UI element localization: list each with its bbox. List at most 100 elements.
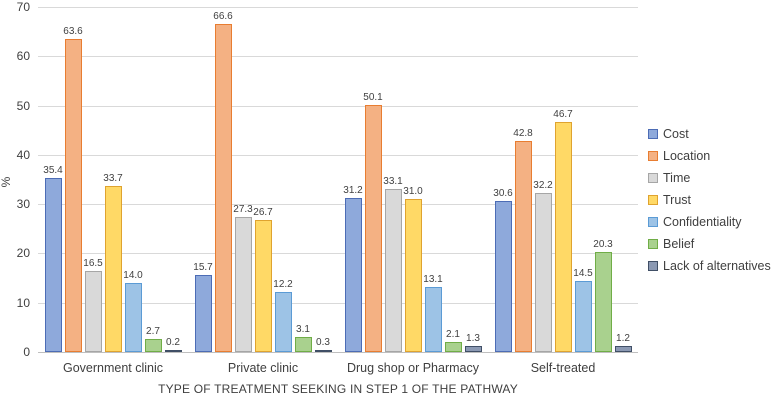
bar-location-4 <box>514 141 532 352</box>
value-label: 1.3 <box>466 332 480 344</box>
bar-belief-4 <box>594 251 612 352</box>
y-tick-label-70: 70 <box>16 0 30 14</box>
legend-label: Belief <box>663 237 695 251</box>
bar-belief-2 <box>294 336 312 352</box>
bar-trust-2 <box>254 220 272 352</box>
bar-lack-of-alternatives-4 <box>614 346 632 352</box>
value-label: 66.6 <box>213 10 233 22</box>
y-tick-label-0: 0 <box>23 345 30 359</box>
gridline-10 <box>38 302 638 304</box>
legend-swatch-icon <box>648 151 658 161</box>
legend-item-location: Location <box>648 145 771 167</box>
bar-location-2 <box>214 23 232 352</box>
bar-belief-1 <box>144 338 162 352</box>
bar-trust-1 <box>104 185 122 352</box>
y-tick-label-30: 30 <box>16 197 30 212</box>
bar-location-3 <box>364 105 382 352</box>
legend-item-trust: Trust <box>648 189 771 211</box>
bar-cost-1 <box>44 177 62 352</box>
bar-belief-3 <box>444 341 462 352</box>
legend-swatch-icon <box>648 129 658 139</box>
value-label: 12.2 <box>273 278 293 290</box>
gridline-50 <box>38 105 638 107</box>
legend-label: Location <box>663 149 711 163</box>
value-label: 14.5 <box>573 267 593 279</box>
value-label: 1.2 <box>616 333 630 345</box>
legend-label: Cost <box>663 127 689 141</box>
bar-lack-of-alternatives-1 <box>164 350 182 352</box>
bar-time-3 <box>384 188 402 352</box>
value-label: 16.5 <box>83 257 103 269</box>
bar-cost-3 <box>344 198 362 352</box>
y-tick-label-60: 60 <box>16 49 30 64</box>
bar-cost-4 <box>494 201 512 352</box>
x-axis-title: TYPE OF TREATMENT SEEKING IN STEP 1 OF T… <box>158 382 518 396</box>
bar-confidentiality-2 <box>274 291 292 352</box>
legend-item-lack-of-alternatives: Lack of alternatives <box>648 255 771 277</box>
value-label: 13.1 <box>423 274 443 286</box>
x-axis-line <box>38 352 638 353</box>
y-tick-label-50: 50 <box>16 98 30 113</box>
bar-time-4 <box>534 193 552 352</box>
value-label: 14.0 <box>123 270 143 281</box>
value-label: 0.3 <box>316 337 330 348</box>
bar-location-1 <box>64 38 82 352</box>
value-label: 31.2 <box>343 185 363 197</box>
legend-swatch-icon <box>648 217 658 227</box>
value-label: 0.2 <box>166 337 180 348</box>
legend: Cost Location Time Trust Confidentiality Beli… <box>648 123 771 277</box>
gridline-30 <box>38 204 638 206</box>
gridline-40 <box>38 154 638 156</box>
gridline-60 <box>38 56 638 58</box>
value-label: 46.7 <box>553 108 573 120</box>
legend-item-belief: Belief <box>648 233 771 255</box>
legend-label: Confidentiality <box>663 215 742 229</box>
value-label: 30.6 <box>493 188 513 200</box>
legend-item-confidentiality: Confidentiality <box>648 211 771 233</box>
bar-time-1 <box>84 270 102 352</box>
y-tick-label-10: 10 <box>16 295 30 310</box>
bar-confidentiality-3 <box>424 287 442 352</box>
bar-cost-2 <box>194 274 212 352</box>
value-label: 35.4 <box>43 164 63 176</box>
bar-confidentiality-4 <box>574 280 592 352</box>
category-label-3: Drug shop or Pharmacy <box>346 361 480 375</box>
bar-time-2 <box>234 217 252 352</box>
value-label: 27.3 <box>233 204 253 216</box>
value-label: 33.1 <box>383 175 403 187</box>
legend-label: Trust <box>663 193 692 207</box>
value-label: 3.1 <box>296 323 310 335</box>
category-label-4: Self-treated <box>530 361 596 375</box>
bar-lack-of-alternatives-2 <box>314 350 332 352</box>
value-label: 63.6 <box>63 25 83 37</box>
bar-trust-4 <box>554 121 572 352</box>
value-label: 33.7 <box>103 172 123 184</box>
value-label: 50.1 <box>363 92 383 104</box>
value-label: 15.7 <box>193 261 213 273</box>
value-label: 2.1 <box>446 328 460 340</box>
legend-label: Time <box>663 171 691 185</box>
legend-item-time: Time <box>648 167 771 189</box>
plot-area: 35.4 63.6 16.5 33.7 14.0 2.7 0.2 15.7 66.6 27.3 26… <box>38 7 638 353</box>
legend-label: Lack of alternatives <box>663 259 771 273</box>
bar-trust-3 <box>404 199 422 352</box>
gridline-20 <box>38 253 638 255</box>
value-label: 20.3 <box>593 238 613 250</box>
legend-swatch-icon <box>648 239 658 249</box>
legend-swatch-icon <box>648 261 658 271</box>
bar-lack-of-alternatives-3 <box>464 345 482 352</box>
value-label: 32.2 <box>533 180 553 192</box>
legend-item-cost: Cost <box>648 123 771 145</box>
value-label: 31.0 <box>403 186 423 198</box>
gridline-70 <box>38 7 638 8</box>
y-tick-label-40: 40 <box>16 147 30 162</box>
value-label: 2.7 <box>146 325 160 337</box>
y-axis-title: % <box>0 176 13 188</box>
legend-swatch-icon <box>648 195 658 205</box>
value-label: 26.7 <box>253 207 273 219</box>
y-tick-label-20: 20 <box>16 246 30 261</box>
bar-confidentiality-1 <box>124 283 142 352</box>
category-label-2: Private clinic <box>227 361 299 375</box>
legend-swatch-icon <box>648 173 658 183</box>
